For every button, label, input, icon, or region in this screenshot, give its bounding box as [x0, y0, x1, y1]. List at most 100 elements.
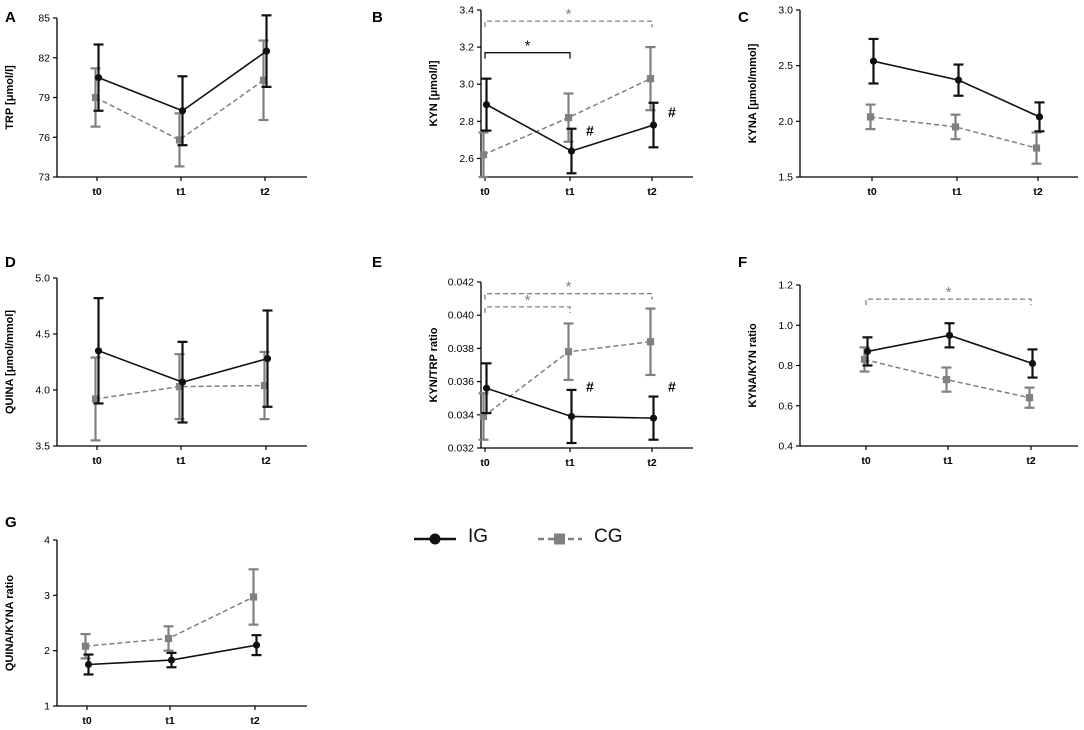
panel-a: A 73 76 79 82 85 t0 t1 t2 TRP [μmol/l] — [4, 9, 307, 198]
data-point-ig — [567, 412, 576, 421]
panel-label: E — [372, 254, 382, 271]
y-tick-label: 4.5 — [35, 329, 50, 341]
panel-label: B — [372, 9, 383, 26]
data-point-ig — [263, 355, 272, 363]
panel-label: F — [738, 254, 747, 271]
panel-f: F 0.4 0.6 0.8 1.0 1.2 t0 t1 t2 KYNA/KYN ratio * — [738, 254, 1078, 467]
data-point-ig — [945, 331, 954, 339]
series-ig — [481, 77, 659, 175]
y-tick-label: 3.2 — [459, 42, 474, 54]
series-ig — [868, 37, 1045, 133]
y-axis-label: TRP [μmol/l] — [4, 65, 16, 130]
x-tick-label: t2 — [261, 455, 270, 467]
panel-label: G — [5, 514, 17, 531]
panel-label: D — [5, 254, 16, 271]
x-tick-label: t2 — [250, 715, 259, 727]
legend-ig-marker-icon — [429, 533, 441, 545]
data-point-cg — [91, 93, 100, 102]
y-tick-label: 1.5 — [778, 172, 793, 184]
y-tick-label: 0.8 — [778, 360, 793, 372]
data-point-cg — [646, 338, 655, 346]
data-point-cg — [646, 75, 655, 83]
hash-marker: # — [668, 379, 676, 395]
series-cg — [90, 350, 270, 442]
data-point-cg — [860, 355, 869, 364]
panel-e: E 0.032 0.034 0.036 0.038 0.040 0.042 t0 t1 t2 KYN… — [372, 254, 693, 469]
series-cg — [478, 307, 656, 441]
data-point-cg — [91, 395, 100, 403]
y-tick-label: 76 — [38, 132, 50, 144]
significance-star: * — [946, 284, 952, 301]
series-ig — [83, 634, 262, 676]
significance-bracket — [484, 52, 571, 59]
series-ig — [481, 362, 659, 445]
significance-bracket — [865, 298, 1032, 306]
x-tick-label: t1 — [565, 457, 574, 469]
y-tick-label: 2.0 — [778, 116, 793, 128]
x-tick-label: t2 — [260, 186, 269, 198]
y-axis-label: KYN/TRP ratio — [428, 327, 440, 402]
series-cg — [859, 346, 1035, 409]
x-tick-label: t2 — [1026, 455, 1035, 467]
data-point-ig — [567, 147, 576, 155]
data-point-cg — [942, 375, 951, 384]
y-tick-label: 2.8 — [459, 116, 474, 128]
data-point-ig — [482, 101, 491, 109]
data-point-ig — [869, 57, 878, 65]
data-point-ig — [178, 107, 187, 115]
significance-bracket — [484, 306, 571, 313]
data-point-ig — [1035, 113, 1044, 121]
data-point-cg — [249, 593, 258, 601]
hash-marker: # — [668, 104, 676, 120]
x-tick-label: t1 — [176, 455, 185, 467]
data-point-cg — [1025, 394, 1034, 402]
data-point-cg — [81, 642, 90, 650]
series-cg — [478, 46, 656, 179]
x-tick-label: t1 — [176, 186, 185, 198]
x-tick-label: t0 — [861, 455, 870, 467]
panel-label: C — [738, 9, 749, 26]
y-tick-label: 3.5 — [35, 441, 50, 453]
data-point-cg — [175, 383, 184, 391]
x-tick-label: t1 — [165, 715, 174, 727]
y-axis-label: QUINA [μmol/mmol] — [4, 310, 16, 414]
y-tick-label: 5.0 — [35, 273, 50, 285]
y-tick-label: 3.0 — [778, 5, 793, 17]
y-tick-label: 4.0 — [35, 385, 50, 397]
y-axis-label: KYN [μmol/l] — [428, 60, 440, 126]
x-tick-label: t1 — [565, 186, 574, 198]
legend-cg-marker-icon — [554, 533, 565, 545]
y-tick-label: 4 — [44, 535, 50, 547]
series-line-cg — [870, 116, 1037, 149]
data-point-ig — [252, 641, 261, 649]
panel-c: C 1.5 2.0 2.5 3.0 t0 t1 t2 KYNA [μmol/mmol] — [738, 5, 1078, 198]
panel-b: B 2.6 2.8 3.0 3.2 3.4 t0 t1 t2 KYN [μmol/l] * * # # — [372, 5, 693, 198]
data-point-cg — [259, 76, 268, 84]
data-point-cg — [164, 634, 173, 643]
x-tick-label: t0 — [480, 457, 489, 469]
y-tick-label: 79 — [38, 92, 50, 104]
data-point-cg — [564, 114, 573, 122]
y-tick-label: 2.6 — [459, 153, 474, 165]
legend-cg-label: CG — [594, 526, 623, 547]
significance-star: * — [566, 279, 572, 296]
x-tick-label: t1 — [952, 186, 961, 198]
data-point-ig — [649, 121, 658, 129]
data-point-ig — [863, 347, 872, 356]
hash-marker: # — [586, 123, 594, 139]
data-point-ig — [167, 656, 176, 664]
x-tick-label: t2 — [647, 457, 656, 469]
panel-d: D 3.5 4.0 4.5 5.0 t0 t1 t2 QUINA [μmol/mmol] — [4, 254, 307, 467]
y-tick-label: 3 — [44, 590, 50, 602]
legend: IG CG — [410, 524, 650, 554]
data-point-ig — [94, 74, 103, 82]
y-tick-label: 2.5 — [778, 60, 793, 72]
x-tick-label: t0 — [92, 455, 101, 467]
y-tick-label: 3.4 — [459, 5, 474, 17]
y-tick-label: 1.0 — [778, 320, 793, 332]
series-cg — [865, 103, 1042, 165]
series-line-cg — [95, 79, 264, 141]
panel-label: A — [5, 9, 16, 26]
data-point-cg — [866, 113, 875, 121]
series-line-ig — [873, 60, 1040, 118]
